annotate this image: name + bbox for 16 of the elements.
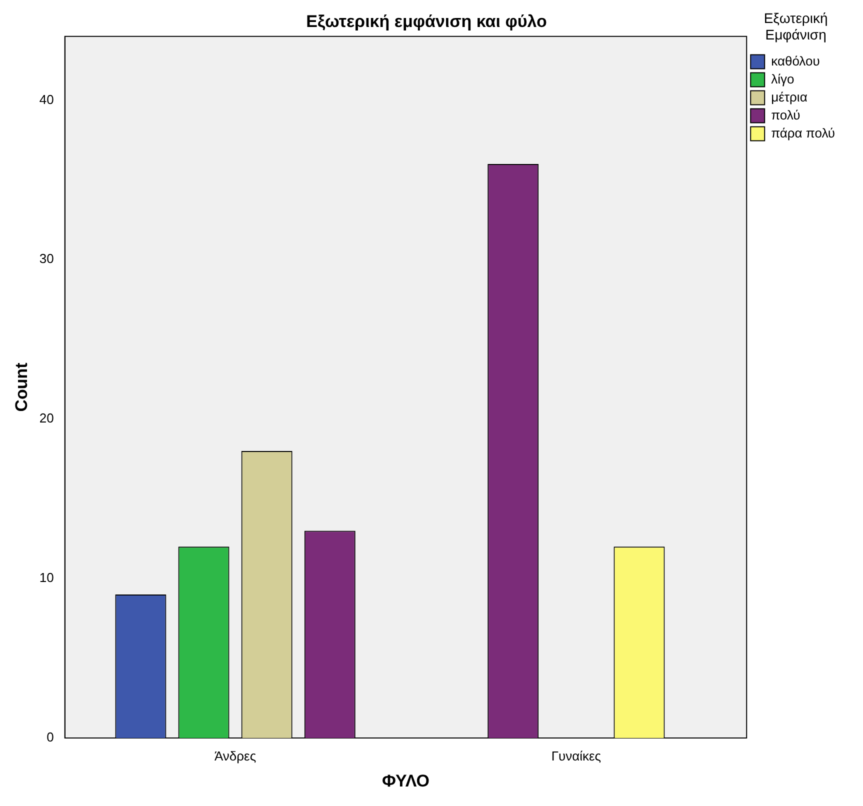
- y-tick-label: 0: [46, 730, 54, 745]
- y-tick-label: 20: [39, 410, 54, 426]
- legend-label: πολύ: [771, 107, 800, 122]
- y-axis-title: Count: [12, 362, 31, 412]
- chart-title: Εξωτερική εμφάνιση και φύλο: [306, 12, 547, 31]
- y-tick-label: 30: [39, 251, 54, 266]
- legend-title: Εξωτερική Εμφάνιση: [764, 10, 828, 43]
- x-axis-title: ΦΥΛΟ: [382, 771, 430, 790]
- legend-label: μέτρια: [771, 89, 808, 104]
- x-tick-label: Άνδρες: [214, 748, 256, 764]
- legend-label: καθόλου: [771, 53, 820, 68]
- x-tick-label: Γυναίκες: [551, 748, 602, 764]
- y-tick-label: 40: [39, 92, 54, 107]
- legend-label: λίγο: [771, 71, 794, 86]
- y-tick-label: 10: [39, 570, 54, 586]
- legend-label: πάρα πολύ: [771, 125, 835, 140]
